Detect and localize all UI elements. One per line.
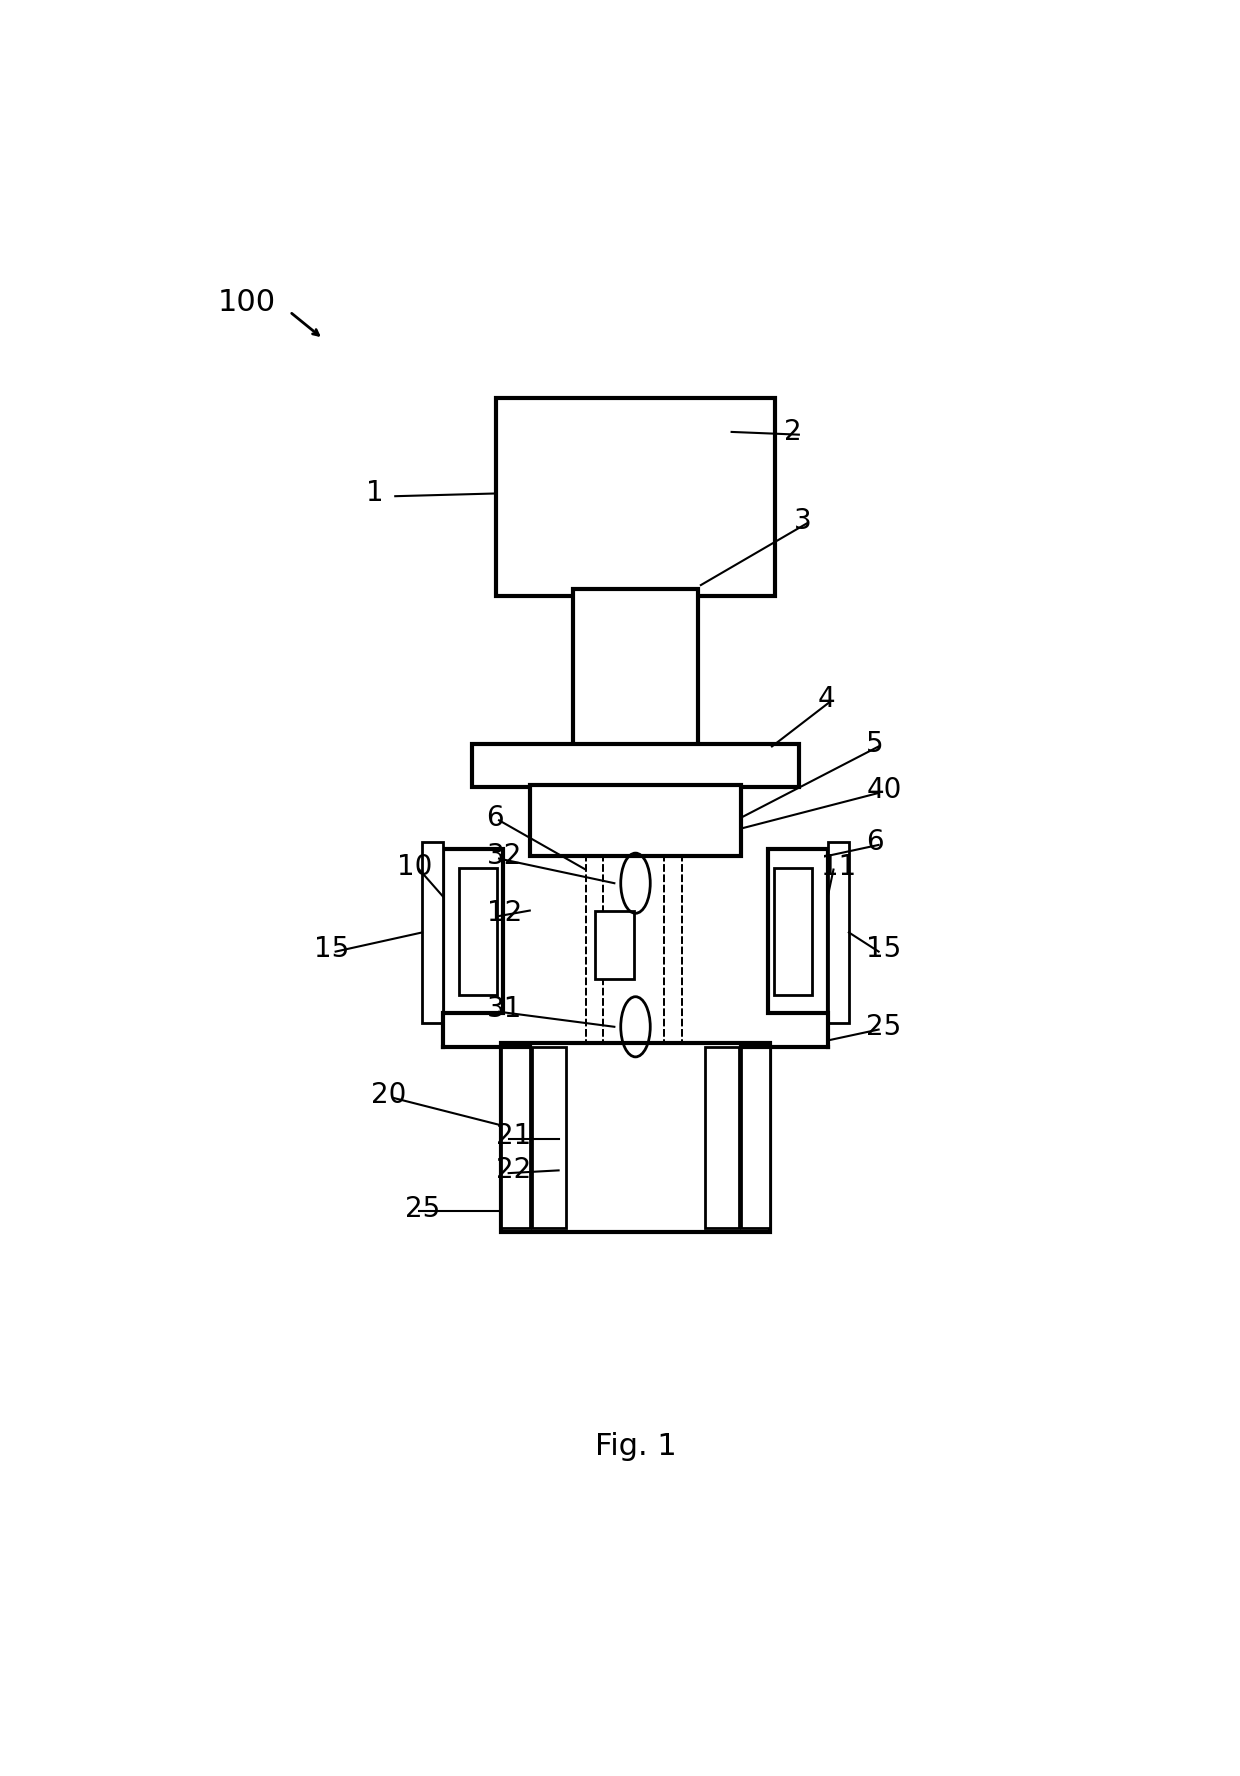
Bar <box>768 849 828 1012</box>
Bar <box>828 842 849 1023</box>
Text: Fig. 1: Fig. 1 <box>595 1431 676 1462</box>
Text: 11: 11 <box>821 852 857 881</box>
Text: 5: 5 <box>866 730 884 758</box>
Bar <box>444 849 503 1012</box>
Bar <box>422 842 444 1023</box>
Text: 6: 6 <box>486 803 505 831</box>
Text: 25: 25 <box>866 1012 901 1041</box>
Text: 31: 31 <box>486 995 522 1023</box>
Bar <box>496 398 775 597</box>
Text: 1: 1 <box>367 480 384 508</box>
Bar <box>501 1043 770 1233</box>
Bar <box>529 785 742 856</box>
Bar <box>501 1048 529 1227</box>
Bar <box>774 868 812 995</box>
Bar <box>532 1048 567 1227</box>
Bar <box>704 1048 739 1227</box>
Bar <box>595 911 634 979</box>
Bar <box>472 744 799 787</box>
Text: 32: 32 <box>486 842 522 870</box>
Text: 40: 40 <box>866 776 901 805</box>
Text: 10: 10 <box>397 852 433 881</box>
Text: 12: 12 <box>486 899 522 927</box>
Text: 22: 22 <box>496 1156 532 1185</box>
Text: 21: 21 <box>496 1122 532 1151</box>
Bar <box>742 1048 770 1227</box>
Text: 100: 100 <box>217 288 275 316</box>
Text: 15: 15 <box>314 934 348 963</box>
Text: 15: 15 <box>866 934 901 963</box>
Text: 2: 2 <box>785 417 802 446</box>
Bar <box>459 868 497 995</box>
Text: 6: 6 <box>866 828 884 856</box>
Text: 20: 20 <box>371 1082 407 1110</box>
Text: 4: 4 <box>818 684 836 712</box>
Text: 25: 25 <box>404 1195 440 1222</box>
Text: 3: 3 <box>794 506 812 535</box>
Bar <box>573 590 698 746</box>
